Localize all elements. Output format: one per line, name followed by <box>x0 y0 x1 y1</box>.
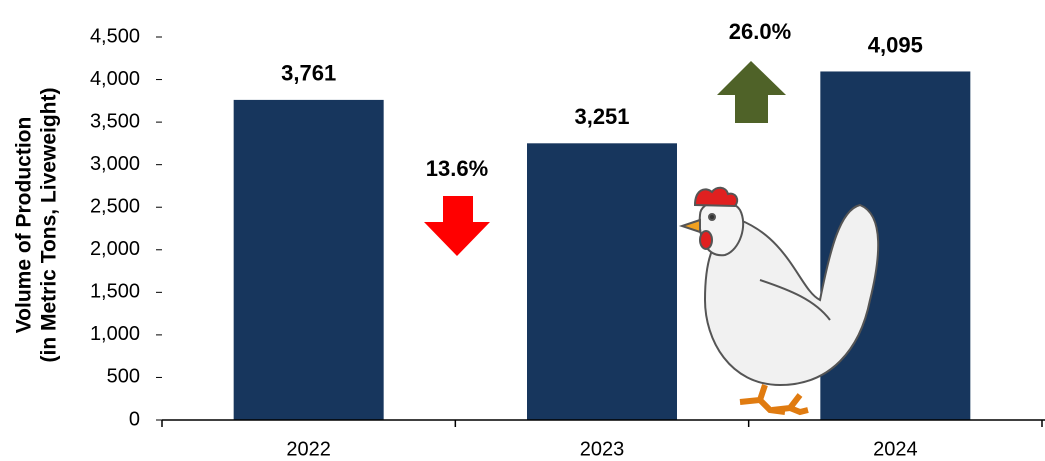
value-label: 4,095 <box>868 32 923 57</box>
down-arrow <box>424 196 490 256</box>
up-arrow <box>717 61 786 123</box>
y-tick-label: 2,000 <box>90 238 140 260</box>
x-tick-label: 2022 <box>286 438 331 460</box>
bar <box>527 143 677 420</box>
y-tick-label: 1,500 <box>90 281 140 303</box>
chicken-illustration <box>678 186 880 416</box>
y-tick-label: 0 <box>129 408 140 430</box>
y-tick-label: 2,500 <box>90 196 140 218</box>
y-axis-label-line: (in Metric Tons, Liveweight) <box>38 88 61 363</box>
value-label: 3,251 <box>574 104 629 129</box>
annotation: 26.0% <box>729 19 791 44</box>
y-tick-label: 1,000 <box>90 323 140 345</box>
x-tick-label: 2023 <box>580 438 625 460</box>
annotation: 13.6% <box>426 156 488 181</box>
bar <box>233 99 384 421</box>
value-label: 3,761 <box>281 61 336 86</box>
y-tick-label: 4,500 <box>90 25 140 47</box>
y-tick-label: 3,500 <box>90 110 140 132</box>
y-tick-label: 3,000 <box>90 153 140 175</box>
x-tick-label: 2024 <box>873 438 918 460</box>
y-tick-label: 4,000 <box>90 68 140 90</box>
y-tick-label: 500 <box>107 366 140 388</box>
y-axis-label: Volume of Production (in Metric Tons, Li… <box>13 88 61 363</box>
y-axis-label-line: Volume of Production <box>13 117 36 334</box>
